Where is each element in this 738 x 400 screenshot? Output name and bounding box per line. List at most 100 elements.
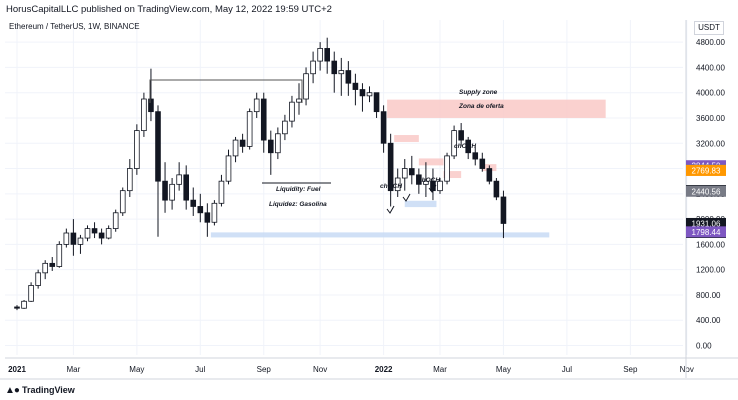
candle-body-up	[394, 177, 401, 192]
candle-body-down	[14, 306, 20, 309]
candle-body-down	[197, 206, 204, 214]
candle-body-up	[282, 120, 288, 135]
small-supply-1[interactable]	[394, 135, 419, 142]
candle-body-up	[112, 212, 119, 229]
candle-body-down	[493, 180, 500, 198]
annotation-choch-1: chOCH	[380, 183, 402, 190]
x-tick-label: Nov	[313, 365, 327, 374]
candle-body-up	[401, 168, 408, 179]
tradingview-brand: TradingView	[21, 385, 75, 395]
candle-body-up	[35, 272, 41, 286]
candle-body-up	[63, 232, 70, 245]
candle-body-up	[42, 262, 48, 274]
candle-body-up	[246, 111, 253, 147]
candle-body-down	[345, 70, 352, 84]
candle-body-down	[239, 139, 246, 147]
candle-body-up	[451, 130, 457, 157]
x-tick-label: Jul	[195, 365, 205, 374]
candle-body-up	[127, 168, 133, 192]
candle-body-up	[218, 180, 225, 204]
range-bracket-line[interactable]	[149, 79, 303, 103]
candle-body-up	[77, 237, 84, 245]
candle-body-down	[91, 228, 98, 234]
candle-body-down	[190, 199, 197, 207]
tradingview-logo-icon: ▲●	[5, 384, 20, 396]
demand-box[interactable]	[404, 200, 437, 208]
candle-body-up	[253, 98, 260, 113]
x-tick-label: 2022	[375, 365, 393, 374]
candle-body-up	[169, 183, 175, 201]
candle-body-down	[260, 98, 267, 141]
candle-body-up	[84, 228, 91, 239]
x-tick-label: May	[496, 365, 511, 374]
y-tick-label: 3600.00	[696, 114, 725, 123]
symbol-title[interactable]: Ethereum / TetherUS, 1W, BINANCE	[9, 22, 140, 31]
check-mark-2	[402, 193, 411, 202]
candle-body-down	[98, 232, 105, 239]
candle-body-down	[465, 139, 471, 154]
candle-body-up	[275, 133, 281, 154]
annotation-supply-zone: Supply zone	[459, 89, 498, 96]
annotation-zona-de-oferta: Zona de oferta	[458, 103, 504, 110]
candle-body-down	[472, 152, 479, 160]
candle-body-up	[176, 174, 182, 185]
price-label-box[interactable]	[686, 226, 726, 238]
tradingview-logo[interactable]: ▲● TradingView	[5, 383, 75, 397]
y-tick-label: 3200.00	[696, 139, 725, 148]
candle-body-down	[458, 130, 464, 141]
x-tick-label: May	[129, 365, 144, 374]
drawings-layer: Supply zone Zona de oferta Liquidity: Fu…	[149, 79, 504, 214]
candle-body-down	[148, 98, 154, 113]
candle-body-down	[486, 168, 493, 182]
candle-body-down	[408, 168, 415, 176]
candle-body-down	[359, 89, 366, 97]
y-tick-label: 4000.00	[696, 89, 725, 98]
y-tick-label: 0.00	[696, 342, 712, 351]
candles-layer	[14, 37, 507, 311]
small-supply-2[interactable]	[418, 158, 444, 166]
price-label-box[interactable]	[686, 164, 726, 176]
candle-body-down	[49, 262, 56, 267]
candle-body-down	[162, 180, 168, 201]
price-label-text: 2440.56	[692, 187, 721, 196]
price-label-text: 1931.06	[692, 219, 721, 228]
candle-body-down	[479, 158, 486, 169]
candle-body-up	[444, 155, 450, 182]
candle-body-up	[28, 285, 34, 302]
candle-body-up	[303, 73, 309, 100]
candle-body-up	[232, 139, 239, 157]
y-tick-label: 4800.00	[696, 38, 725, 47]
x-tick-label: Nov	[680, 365, 694, 374]
currency-badge[interactable]: USDT	[694, 21, 724, 35]
check-mark-1	[386, 205, 395, 214]
publisher-header: HorusCapitalLLC published on TradingView…	[0, 0, 738, 20]
x-tick-label: Sep	[257, 365, 272, 374]
candle-body-down	[155, 111, 161, 182]
y-tick-label: 800.00	[696, 291, 721, 300]
candle-body-down	[267, 139, 274, 154]
candle-body-up	[225, 155, 232, 182]
candle-body-down	[373, 92, 380, 113]
zones-layer	[210, 99, 606, 238]
y-tick-label: 1200.00	[696, 266, 725, 275]
price-label-box[interactable]	[686, 185, 726, 197]
candle-body-up	[56, 243, 63, 267]
annotation-liquidez-gasolina: Liquidez: Gasolina	[269, 201, 327, 208]
supply-zone[interactable]	[387, 99, 606, 118]
check-mark-3	[428, 184, 437, 193]
y-tick-label: 1600.00	[696, 240, 725, 249]
x-tick-label: Jul	[562, 365, 572, 374]
candle-body-down	[324, 48, 330, 62]
liquidity-zone[interactable]	[210, 232, 550, 238]
candle-body-down	[380, 111, 387, 144]
price-label-text: 2769.83	[692, 166, 721, 175]
small-supply-3[interactable]	[443, 171, 462, 179]
candle-body-up	[310, 60, 316, 75]
candle-body-up	[338, 70, 345, 75]
candle-body-up	[141, 98, 147, 132]
candle-body-down	[500, 196, 507, 224]
candle-body-down	[204, 212, 211, 223]
candle-body-down	[183, 174, 190, 201]
candle-body-down	[331, 60, 338, 75]
